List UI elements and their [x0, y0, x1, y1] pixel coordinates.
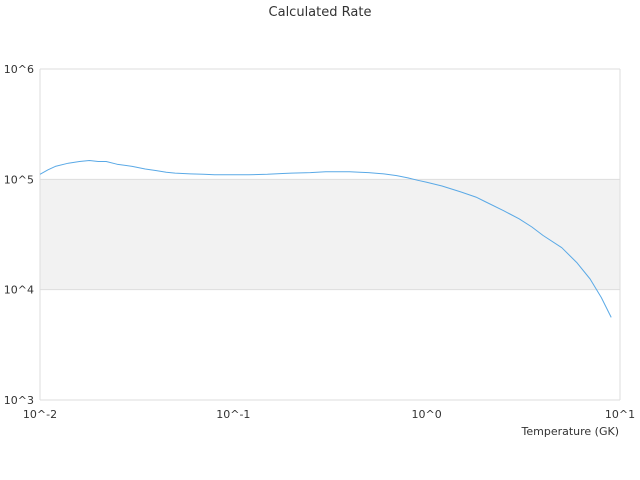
x-tick-label: 10^-1: [216, 408, 250, 421]
plot-band: [40, 289, 620, 400]
y-tick-labels: 10^3 10^4 10^5 10^6: [4, 63, 34, 407]
chart-title: Calculated Rate: [269, 5, 372, 20]
y-tick-label: 10^5: [4, 173, 34, 186]
plot-bands: [40, 69, 620, 400]
y-tick-label: 10^4: [4, 284, 34, 297]
x-axis-label: Temperature (GK): [521, 425, 620, 438]
x-tick-label: 10^0: [412, 408, 442, 421]
x-tick-labels: 10^-2 10^-1 10^0 10^1: [23, 408, 635, 421]
plot-band: [40, 69, 620, 180]
y-tick-label: 10^3: [4, 394, 34, 407]
gridlines: [39, 68, 621, 401]
rate-series-line: [39, 160, 612, 318]
x-tick-label: 10^-2: [23, 408, 57, 421]
plot-band: [40, 179, 620, 290]
series-group: [39, 160, 612, 318]
y-tick-label: 10^6: [4, 63, 34, 76]
x-tick-label: 10^1: [605, 408, 635, 421]
